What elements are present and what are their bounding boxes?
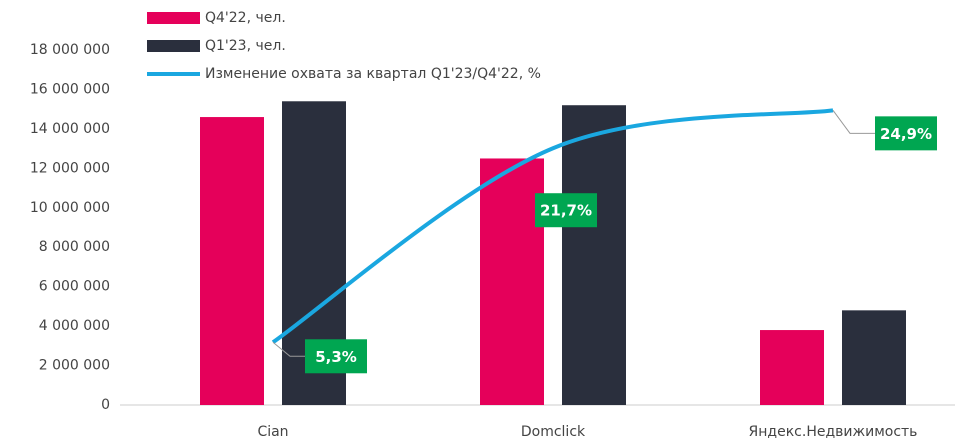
y-tick-label: 12 000 000 xyxy=(30,160,110,176)
label-box xyxy=(305,339,367,374)
bar xyxy=(200,117,264,406)
bar xyxy=(760,330,824,405)
y-tick-label: 4 000 000 xyxy=(39,318,110,334)
data-label: 21,7% xyxy=(540,202,592,220)
y-tick-label: 16 000 000 xyxy=(30,81,110,97)
data-label: 24,9% xyxy=(880,125,932,143)
y-tick-label: 2 000 000 xyxy=(39,358,110,374)
legend-swatch xyxy=(147,12,200,24)
y-tick-label: 10 000 000 xyxy=(30,200,110,216)
line xyxy=(271,108,834,344)
legend-label: Q1'23, чел. xyxy=(205,38,286,54)
data-label: 5,3% xyxy=(315,348,357,366)
leader-line xyxy=(272,341,305,357)
x-tick-label: Domclick xyxy=(521,424,586,440)
legend-label: Изменение охвата за квартал Q1'23/Q4'22,… xyxy=(205,66,541,82)
label-box xyxy=(535,193,597,228)
x-tick-label: Cian xyxy=(257,424,288,440)
bar xyxy=(562,105,626,405)
y-tick-label: 18 000 000 xyxy=(30,42,110,58)
bar xyxy=(842,310,906,405)
leader-line xyxy=(832,110,875,134)
legend-label: Q4'22, чел. xyxy=(205,10,286,26)
y-tick-label: 8 000 000 xyxy=(39,239,110,255)
x-tick-label: Яндекс.Недвижимость xyxy=(749,424,918,440)
y-tick-label: 6 000 000 xyxy=(39,279,110,295)
y-tick-label: 14 000 000 xyxy=(30,121,110,137)
bar xyxy=(480,158,544,405)
y-tick-label: 0 xyxy=(101,397,110,413)
label-box xyxy=(875,116,937,151)
legend-swatch xyxy=(147,40,200,52)
